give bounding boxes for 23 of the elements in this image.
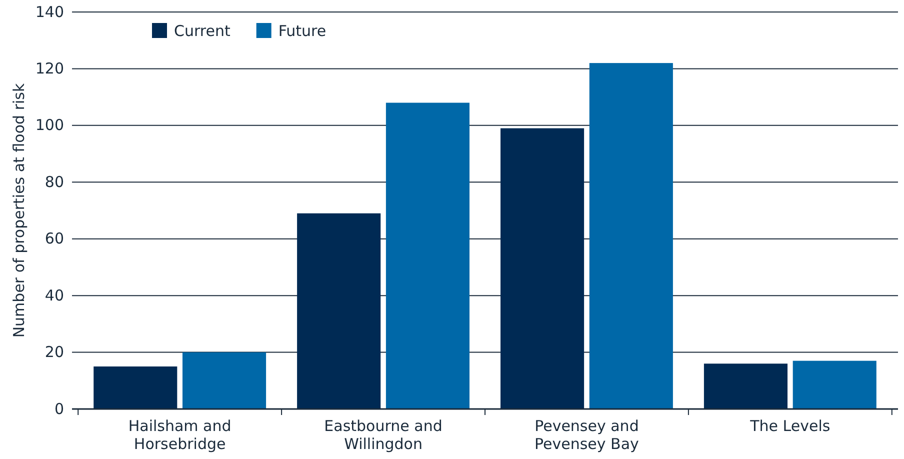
legend-label: Future	[278, 22, 326, 40]
bar	[589, 63, 673, 409]
x-tick-label: The Levels	[749, 417, 830, 435]
bar	[94, 366, 178, 409]
y-tick-label: 40	[44, 286, 64, 304]
bar	[704, 364, 788, 409]
bar	[500, 128, 584, 409]
x-tick-label: Pevensey and Pevensey Bay	[534, 417, 640, 453]
y-tick-label: 20	[44, 343, 64, 362]
bar	[297, 213, 381, 409]
y-tick-label: 0	[54, 400, 64, 418]
bar	[792, 360, 876, 409]
x-tick-label: Hailsham and Horsebridge	[128, 417, 232, 453]
y-tick-label: 60	[44, 230, 64, 248]
bar	[386, 102, 470, 409]
x-tick-label: Eastbourne and Willingdon	[324, 417, 442, 453]
bar	[182, 352, 266, 409]
y-tick-label: 120	[35, 60, 64, 78]
y-tick-label: 140	[35, 2, 64, 21]
y-axis-title: Number of properties at flood risk	[10, 83, 28, 338]
legend-label: Current	[174, 22, 230, 40]
y-tick-label: 100	[35, 116, 64, 134]
y-tick-label: 80	[44, 172, 64, 191]
